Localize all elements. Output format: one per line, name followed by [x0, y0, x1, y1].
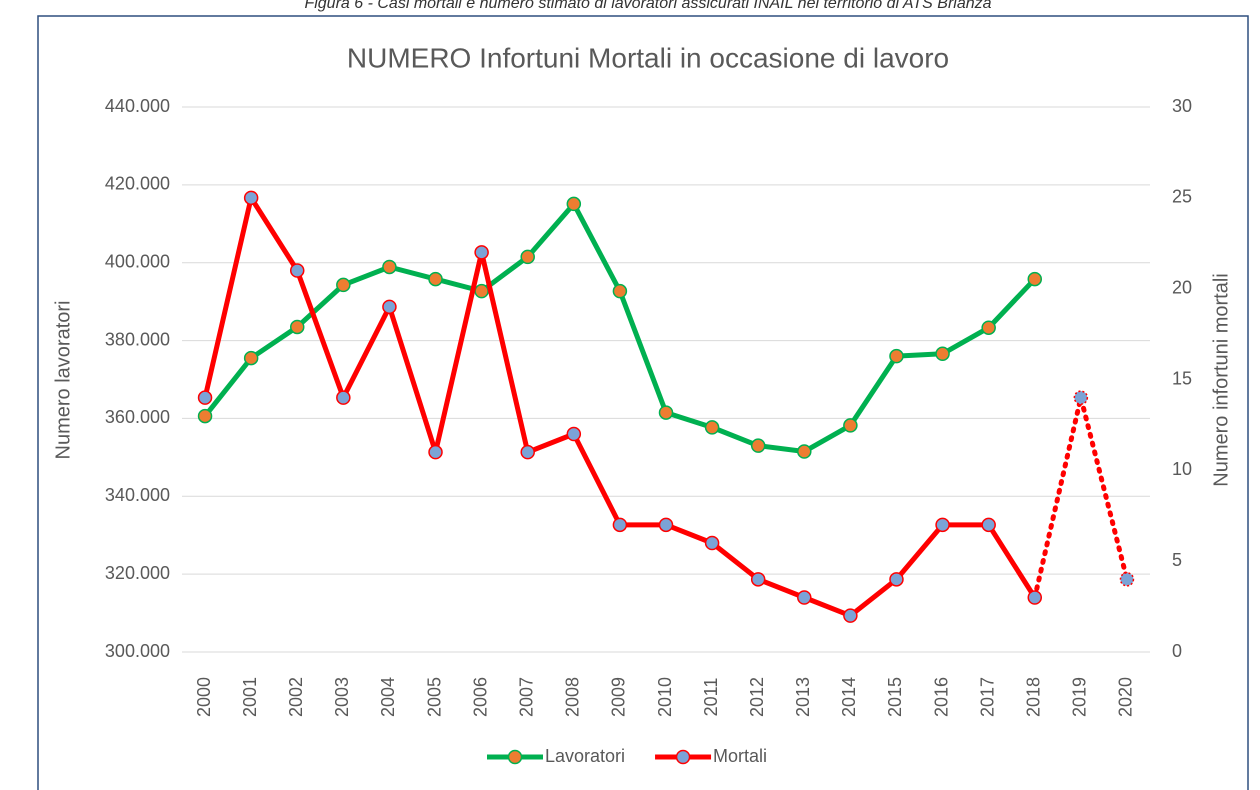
- y2-tick-label: 30: [1172, 96, 1192, 116]
- x-tick-label: 2013: [793, 677, 813, 717]
- marker: [382, 299, 397, 315]
- marker: [428, 444, 443, 460]
- x-tick-label: 2002: [286, 677, 306, 717]
- x-tick-label: 2004: [378, 677, 398, 717]
- marker: [612, 517, 628, 533]
- marker: [474, 283, 489, 299]
- marker: [658, 405, 674, 420]
- x-tick-label: 2003: [332, 677, 352, 717]
- marker: [750, 572, 766, 587]
- y2-tick-label: 5: [1172, 550, 1182, 570]
- marker: [289, 263, 305, 278]
- x-tick-label: 2020: [1116, 677, 1136, 717]
- marker: [520, 249, 535, 265]
- y-tick-label: 320.000: [105, 563, 170, 583]
- y2-tick-label: 25: [1172, 187, 1192, 207]
- marker: [750, 438, 766, 453]
- x-tick-label: 2016: [931, 677, 951, 717]
- x-tick-label: 2000: [194, 677, 214, 717]
- x-tick-label: 2015: [885, 677, 905, 717]
- marker: [520, 444, 535, 460]
- marker: [889, 348, 904, 364]
- marker: [1027, 271, 1043, 287]
- marker: [797, 590, 812, 605]
- marker: [197, 408, 213, 424]
- marker: [981, 517, 996, 533]
- x-tick-label: 2009: [609, 677, 629, 717]
- x-tick-label: 2011: [701, 678, 721, 717]
- y2-tick-label: 10: [1172, 459, 1192, 479]
- x-tick-label: 2005: [424, 677, 444, 717]
- x-tick-label: 2014: [839, 677, 859, 717]
- marker: [843, 608, 858, 623]
- marker: [474, 245, 489, 260]
- y2-tick-label: 15: [1172, 368, 1192, 388]
- y-tick-label: 400.000: [105, 251, 170, 271]
- marker: [243, 350, 259, 366]
- x-tick-label: 2017: [977, 677, 997, 717]
- x-tick-label: 2019: [1070, 677, 1090, 717]
- marker: [797, 444, 812, 459]
- x-tick-label: 2010: [655, 677, 675, 717]
- y-tick-label: 380.000: [105, 329, 170, 349]
- chart-title: NUMERO Infortuni Mortali in occasione di…: [347, 42, 949, 73]
- marker: [336, 390, 351, 405]
- marker: [428, 271, 443, 287]
- marker: [566, 426, 582, 442]
- marker: [382, 259, 397, 275]
- marker: [704, 420, 720, 435]
- marker: [566, 196, 582, 212]
- x-tick-label: 2018: [1024, 677, 1044, 717]
- x-tick-label: 2012: [747, 677, 767, 717]
- legend-label: Lavoratori: [545, 746, 625, 766]
- y-tick-label: 440.000: [105, 96, 170, 116]
- marker: [336, 277, 351, 293]
- y-tick-label: 420.000: [105, 174, 170, 194]
- marker: [1073, 390, 1089, 405]
- marker: [704, 535, 720, 551]
- x-tick-label: 2008: [563, 677, 583, 717]
- marker: [197, 390, 213, 405]
- chart-border: [37, 15, 1249, 790]
- marker: [1027, 590, 1043, 605]
- y-tick-label: 300.000: [105, 641, 170, 661]
- marker: [843, 418, 858, 433]
- marker: [243, 190, 259, 206]
- y2-tick-label: 20: [1172, 277, 1192, 297]
- marker: [889, 572, 904, 587]
- x-tick-label: 2006: [470, 677, 490, 717]
- caption: Figura 6 - Casi mortali e numero stimato…: [304, 0, 991, 12]
- marker: [289, 319, 305, 335]
- marker: [935, 517, 950, 533]
- legend-marker: [675, 749, 691, 765]
- x-tick-label: 2001: [240, 677, 260, 717]
- y-tick-label: 340.000: [105, 485, 170, 505]
- y2-tick-label: 0: [1172, 641, 1182, 661]
- marker: [1119, 572, 1135, 587]
- marker: [612, 283, 628, 299]
- y-tick-label: 360.000: [105, 407, 170, 427]
- y2-axis-title: Numero infortuni mortali: [1210, 273, 1232, 486]
- legend-label: Mortali: [713, 746, 767, 766]
- marker: [935, 346, 950, 362]
- y-axis-title: Numero lavoratori: [52, 301, 74, 460]
- marker: [981, 320, 996, 335]
- legend-marker: [507, 749, 523, 765]
- marker: [658, 517, 674, 533]
- x-tick-label: 2007: [516, 677, 536, 717]
